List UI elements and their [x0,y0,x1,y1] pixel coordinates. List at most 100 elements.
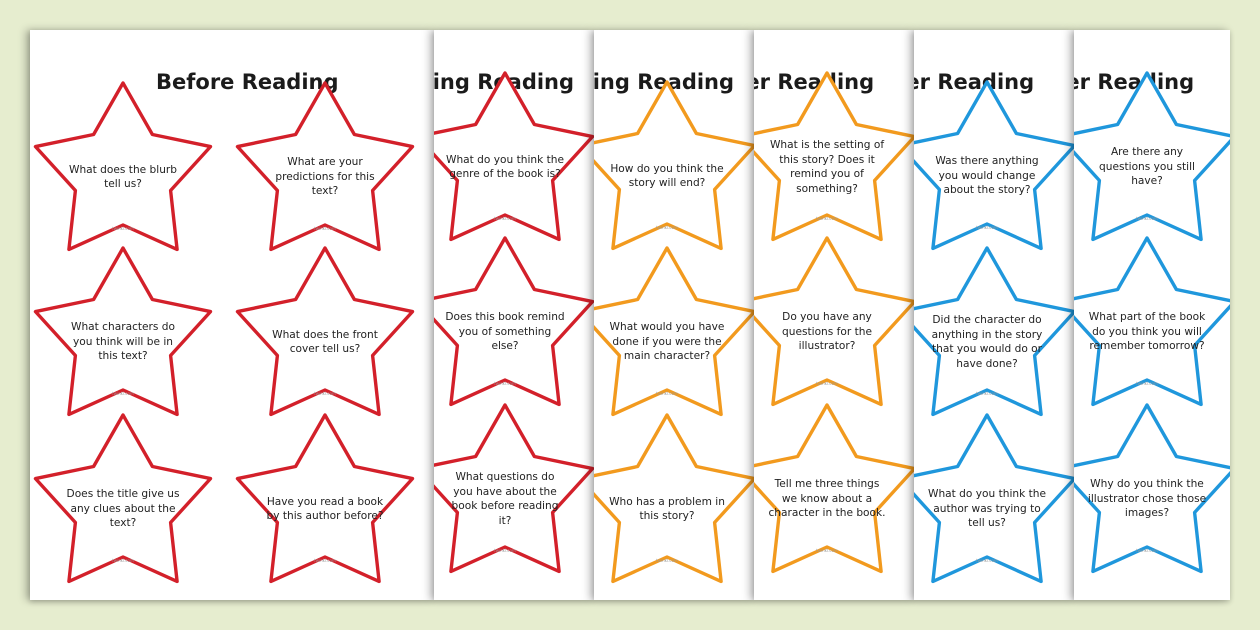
question-text: What questions do you have about the boo… [451,471,559,527]
card-footer-text: twinkl.com [112,391,134,396]
star-shape [33,81,213,252]
question-star-card: What would you have done if you were the… [594,245,754,421]
worksheet-page: After Reading Was there anything you woul… [914,30,1074,600]
card-footer-text: twinkl.com [976,391,998,396]
card-footer-text: twinkl.com [1136,548,1158,553]
question-star-card: Did the character do anything in the sto… [914,245,1074,421]
question-text: What part of the book do you think you w… [1088,311,1206,353]
question-text: What does the front cover tell us? [272,328,378,356]
star-outline-icon [914,413,1074,584]
star-shape [434,71,594,242]
star-shape [754,71,914,242]
card-footer-text: twinkl.com [314,558,336,563]
star-shape [594,246,754,417]
question-text: What is the setting of this story? Does … [769,139,885,195]
question-star-card: Are there any questions you still have? t… [1074,70,1230,246]
star-outline-icon [235,246,415,417]
question-star-card: Why do you think the illustrator chose t… [1074,402,1230,578]
star-outline-icon [754,236,914,407]
star-outline-icon [914,246,1074,417]
page-title: After Reading [914,70,1034,94]
star-shape [33,246,213,417]
star-shape [594,413,754,584]
question-text: Have you read a book by this author befo… [266,495,384,523]
question-star-card: What are your predictions for this text?… [235,80,415,256]
star-shape [914,246,1074,417]
star-shape [914,80,1074,251]
question-star-card: What characters do you think will be in … [33,245,213,421]
star-outline-icon [1074,403,1230,574]
star-shape [754,236,914,407]
star-outline-icon [594,413,754,584]
star-shape [235,246,415,417]
star-outline-icon [1074,71,1230,242]
card-footer-text: twinkl.com [816,548,838,553]
question-star-card: Have you read a book by this author befo… [235,412,415,588]
star-shape [1074,236,1230,407]
question-text: Who has a problem in this story? [609,495,725,523]
question-star-card: Do you have any questions for the illust… [754,235,914,411]
star-shape [434,236,594,407]
star-outline-icon [434,71,594,242]
star-shape [235,81,415,252]
question-star-card: What does the blurb tell us? twinkl.com [33,80,213,256]
question-text: How do you think the story will end? [610,162,724,190]
question-text: What would you have done if you were the… [609,321,725,363]
card-footer-text: twinkl.com [816,381,838,386]
question-star-card: Tell me three things we know about a cha… [754,402,914,578]
card-footer-text: twinkl.com [112,558,134,563]
card-footer-text: twinkl.com [656,391,678,396]
question-star-card: Who has a problem in this story? twinkl.c… [594,412,754,588]
question-text: Does this book remind you of something e… [445,311,565,353]
page-title: Before Reading [156,70,339,94]
question-text: What are your predictions for this text? [275,156,375,198]
star-shape [754,403,914,574]
star-shape [434,403,594,574]
star-outline-icon [1074,236,1230,407]
question-star-card: Does the title give us any clues about t… [33,412,213,588]
question-star-card: What is the setting of this story? Does … [754,70,914,246]
star-outline-icon [594,80,754,251]
card-footer-text: twinkl.com [112,226,134,231]
card-footer-text: twinkl.com [494,381,516,386]
star-outline-icon [33,246,213,417]
question-text: What does the blurb tell us? [68,163,178,191]
card-footer-text: twinkl.com [494,216,516,221]
worksheet-page: After ReadingAre there any questions you… [1074,30,1230,600]
star-shape [914,413,1074,584]
question-text: Why do you think the illustrator chose t… [1087,478,1207,520]
card-footer-text: twinkl.com [314,226,336,231]
card-footer-text: twinkl.com [1136,216,1158,221]
question-text: What do you think the genre of the book … [445,153,565,181]
star-outline-icon [235,81,415,252]
star-outline-icon [594,246,754,417]
card-footer-text: twinkl.com [656,558,678,563]
question-star-card: How do you think the story will end? twin… [594,79,754,255]
question-text: Are there any questions you still have? [1099,146,1195,188]
worksheet-page: Before Reading What does the blurb tell u… [30,30,434,600]
card-footer-text: twinkl.com [976,558,998,563]
question-text: Tell me three things we know about a cha… [768,478,886,520]
page-title: After Reading [1074,70,1194,94]
question-text: Did the character do anything in the sto… [931,314,1043,370]
star-outline-icon [33,413,213,584]
star-outline-icon [914,80,1074,251]
question-text: Does the title give us any clues about t… [66,488,180,530]
question-star-card: What does the front cover tell us? twinkl… [235,245,415,421]
star-shape [33,413,213,584]
question-star-card: Was there anything you would change abou… [914,79,1074,255]
question-text: Do you have any questions for the illust… [782,311,872,353]
question-text: What do you think the author was trying … [927,488,1047,530]
worksheet-page: After Reading What is the setting of this… [754,30,914,600]
card-footer-text: twinkl.com [816,216,838,221]
question-star-card: What part of the book do you think you w… [1074,235,1230,411]
page-title: After Reading [754,70,874,94]
question-text: Was there anything you would change abou… [935,155,1039,197]
star-outline-icon [754,71,914,242]
question-star-card: What questions do you have about the boo… [434,402,594,578]
star-outline-icon [754,403,914,574]
star-shape [1074,71,1230,242]
star-outline-icon [434,236,594,407]
question-star-card: What do you think the author was trying … [914,412,1074,588]
